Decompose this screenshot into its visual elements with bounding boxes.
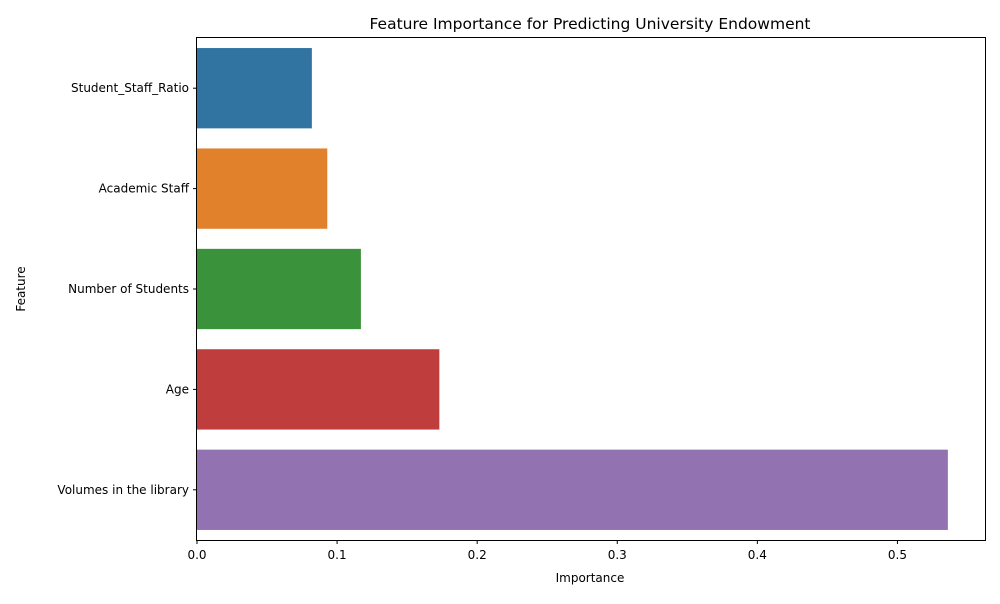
bar-age [197, 349, 440, 430]
y-tick-labels: Student_Staff_Ratio Academic Staff Number … [57, 81, 197, 497]
y-axis-label: Feature [14, 266, 28, 311]
x-tick-label: 0.2 [468, 548, 487, 562]
y-tick-label-volumes-in-the-library: Volumes in the library [57, 483, 189, 497]
plot-frame [196, 37, 986, 541]
bar-academic-staff [197, 148, 328, 229]
x-tick-labels: 0.0 0.1 0.2 0.3 0.4 0.5 [187, 540, 907, 562]
y-tick-label-student-staff-ratio: Student_Staff_Ratio [71, 81, 189, 95]
y-tick-label-number-of-students: Number of Students [68, 282, 189, 296]
y-tick-label-academic-staff: Academic Staff [99, 182, 190, 196]
bars-layer [197, 48, 948, 530]
x-axis-label: Importance [556, 571, 625, 585]
x-tick-label: 0.0 [187, 548, 206, 562]
bar-number-of-students [197, 248, 361, 330]
chart-title: Feature Importance for Predicting Univer… [369, 15, 810, 33]
x-tick-label: 0.1 [328, 548, 347, 562]
x-tick-label: 0.4 [748, 548, 767, 562]
y-tick-label-age: Age [166, 382, 189, 396]
bar-volumes-in-the-library [197, 449, 948, 530]
x-tick-label: 0.5 [888, 548, 907, 562]
x-tick-label: 0.3 [608, 548, 627, 562]
bar-student-staff-ratio [197, 48, 312, 129]
